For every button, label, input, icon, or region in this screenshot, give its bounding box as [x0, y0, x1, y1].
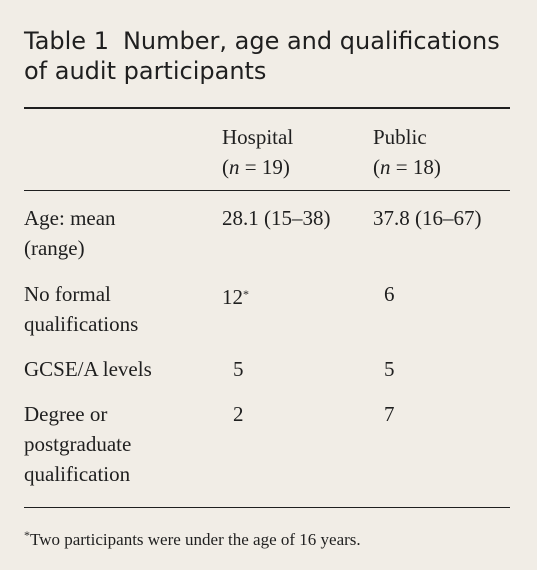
- header-public: Public (n = 18): [373, 125, 441, 179]
- row-label-line: GCSE/A levels: [24, 357, 152, 381]
- cell-age-hospital: 28.1 (15–38): [222, 206, 331, 230]
- row-label-gcse: GCSE/A levels: [24, 354, 152, 384]
- cell-degree-public: 7: [384, 402, 395, 426]
- row-label-line: Age: mean: [24, 206, 116, 230]
- header-public-name: Public: [373, 125, 427, 149]
- header-rule: [24, 190, 510, 191]
- table-number: Table 1: [24, 27, 109, 55]
- header-hospital: Hospital (n = 19): [222, 125, 294, 179]
- table-title: Table 1 Number, age and qualifications of…: [24, 26, 500, 86]
- table-title-line2: of audit participants: [24, 57, 267, 85]
- row-label-age: Age: mean (range): [24, 203, 116, 263]
- row-label-line: (range): [24, 236, 85, 260]
- footnote-marker: *: [243, 287, 249, 301]
- header-hospital-name: Hospital: [222, 125, 294, 149]
- header-hospital-n-value: 19: [261, 155, 283, 179]
- cell-gcse-public: 5: [384, 357, 395, 381]
- cell-age-public: 37.8 (16–67): [373, 206, 482, 230]
- cell-gcse-hospital: 5: [233, 357, 244, 381]
- row-label-line: postgraduate: [24, 432, 132, 456]
- footnote-text: Two participants were under the age of 1…: [30, 530, 361, 549]
- footnote: *Two participants were under the age of …: [24, 522, 361, 553]
- header-public-n-label: n: [380, 155, 391, 179]
- footnote-mark: *: [24, 528, 30, 542]
- row-label-degree: Degree or postgraduate qualification: [24, 399, 131, 489]
- header-hospital-n-label: n: [229, 155, 240, 179]
- row-label-no-formal: No formal qualifications: [24, 279, 138, 339]
- cell-degree-hospital: 2: [233, 402, 244, 426]
- row-label-line: No formal: [24, 282, 111, 306]
- table-title-line1: Number, age and qualifications: [122, 27, 500, 55]
- cell-no-formal-public: 6: [384, 282, 395, 306]
- cell-no-formal-hospital: 12*: [222, 279, 249, 312]
- header-public-n-value: 18: [412, 155, 434, 179]
- top-rule: [24, 107, 510, 109]
- row-label-line: qualifications: [24, 312, 139, 336]
- cell-no-formal-hospital-value: 12: [222, 285, 243, 309]
- row-label-line: Degree or: [24, 402, 108, 426]
- row-label-line: qualification: [24, 462, 131, 486]
- footer-rule: [24, 507, 510, 508]
